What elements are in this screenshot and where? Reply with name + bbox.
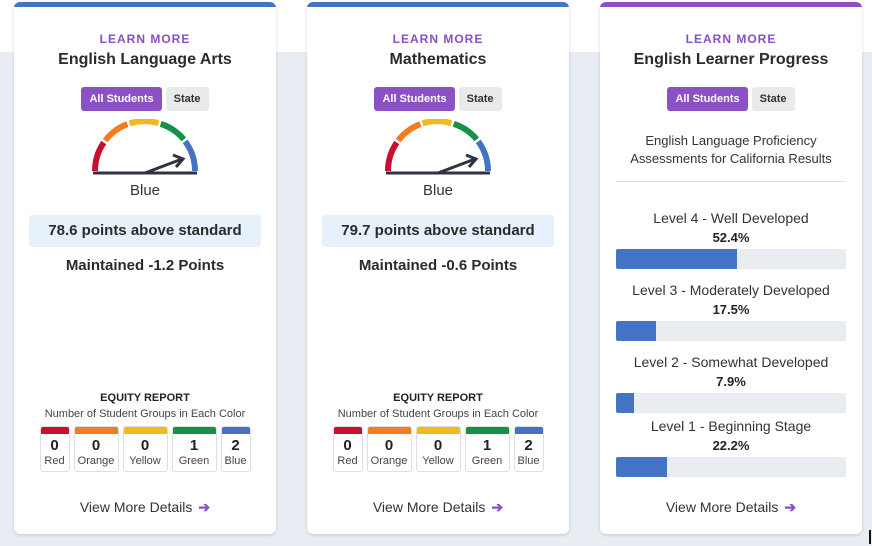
student-toggle-group: All Students State	[14, 87, 276, 111]
level-percent: 7.9%	[716, 374, 746, 389]
level-progress-fill	[616, 249, 737, 269]
equity-box-yellow: 0 Yellow	[415, 426, 461, 472]
change-summary: Maintained -0.6 Points	[358, 257, 518, 274]
points-summary: 79.7 points above standard	[322, 215, 554, 247]
student-toggle-group: All Students State	[307, 87, 569, 111]
level-percent: 22.2%	[712, 438, 750, 453]
gauge-status-label: Blue	[422, 182, 454, 199]
level-name: Level 2 - Somewhat Developed	[633, 354, 829, 370]
equity-box-green: 1 Green	[171, 426, 217, 472]
level-progress-fill	[616, 457, 668, 477]
equity-label: Orange	[77, 455, 115, 467]
equity-count: 0	[91, 437, 101, 454]
equity-label: Red	[44, 455, 65, 467]
level-progress-bar	[616, 321, 846, 341]
view-more-details-label: View More Details	[372, 499, 486, 515]
level-percent: 17.5%	[712, 302, 750, 317]
equity-count: 1	[482, 437, 492, 454]
equity-report-subtitle: Number of Student Groups in Each Color	[44, 408, 246, 420]
equity-count: 1	[189, 437, 199, 454]
equity-box-orange: 0 Orange	[366, 426, 412, 472]
card-english-language-arts: LEARN MORE English Language Arts All Stu…	[14, 2, 276, 534]
gauge-status-label: Blue	[129, 182, 161, 199]
equity-label: Yellow	[129, 455, 161, 467]
equity-box-green: 1 Green	[464, 426, 510, 472]
level-progress-fill	[616, 321, 657, 341]
state-button[interactable]: State	[751, 87, 795, 111]
performance-gauge	[307, 118, 569, 182]
level-row: Level 3 - Moderately Developed 17.5%	[600, 282, 862, 341]
equity-label: Green	[178, 455, 210, 467]
level-row: Level 1 - Beginning Stage 22.2%	[600, 418, 862, 477]
equity-label: Red	[337, 455, 358, 467]
equity-count: 0	[384, 437, 394, 454]
equity-count: 0	[343, 437, 352, 454]
equity-label: Yellow	[422, 455, 454, 467]
change-summary: Maintained -1.2 Points	[65, 257, 225, 274]
arrow-right-icon: ➔	[491, 499, 504, 515]
view-more-details-label: View More Details	[79, 499, 193, 515]
level-row: Level 4 - Well Developed 52.4%	[600, 210, 862, 269]
card-title: English Learner Progress	[633, 51, 829, 68]
view-more-details-link[interactable]: View More Details ➔	[14, 499, 276, 516]
equity-label: Blue	[517, 455, 540, 467]
card-mathematics: LEARN MORE Mathematics All Students Stat…	[307, 2, 569, 534]
card-english-learner-progress: LEARN MORE English Learner Progress All …	[600, 2, 862, 534]
equity-box-red: 0 Red	[332, 426, 363, 472]
view-more-details-link[interactable]: View More Details ➔	[307, 499, 569, 516]
edge-marker	[869, 530, 871, 544]
learn-more-link[interactable]: LEARN MORE	[392, 32, 484, 46]
state-button[interactable]: State	[165, 87, 209, 111]
equity-report-title: EQUITY REPORT	[100, 392, 190, 404]
arrow-right-icon: ➔	[198, 499, 211, 515]
card-title: English Language Arts	[58, 51, 232, 68]
equity-count: 0	[50, 437, 59, 454]
student-toggle-group: All Students State	[600, 87, 862, 111]
equity-label: Blue	[224, 455, 247, 467]
all-students-button[interactable]: All Students	[81, 87, 162, 111]
level-row: Level 2 - Somewhat Developed 7.9%	[600, 354, 862, 413]
equity-report: EQUITY REPORT Number of Student Groups i…	[307, 392, 569, 472]
equity-box-orange: 0 Orange	[73, 426, 119, 472]
equity-label: Green	[471, 455, 503, 467]
level-progress-fill	[616, 393, 635, 413]
equity-box-red: 0 Red	[39, 426, 70, 472]
equity-report-title: EQUITY REPORT	[393, 392, 483, 404]
view-more-details-link[interactable]: View More Details ➔	[600, 499, 862, 516]
performance-gauge	[14, 118, 276, 182]
level-name: Level 1 - Beginning Stage	[650, 418, 812, 434]
equity-count: 0	[140, 437, 150, 454]
arrow-right-icon: ➔	[784, 499, 797, 515]
level-progress-bar	[616, 393, 846, 413]
level-percent: 52.4%	[712, 230, 750, 245]
learn-more-link[interactable]: LEARN MORE	[99, 32, 191, 46]
divider	[616, 181, 846, 182]
card-top-bar	[600, 2, 862, 7]
card-top-bar	[14, 2, 276, 7]
equity-box-blue: 2 Blue	[513, 426, 544, 472]
points-summary: 78.6 points above standard	[29, 215, 261, 247]
card-top-bar	[307, 2, 569, 7]
equity-report: EQUITY REPORT Number of Student Groups i…	[14, 392, 276, 472]
card-title: Mathematics	[389, 51, 487, 68]
level-name: Level 4 - Well Developed	[653, 210, 809, 226]
equity-report-subtitle: Number of Student Groups in Each Color	[337, 408, 539, 420]
assessment-description: English Language Proficiency Assessments…	[630, 133, 832, 166]
equity-count: 2	[524, 437, 533, 454]
equity-count: 0	[433, 437, 443, 454]
level-progress-bar	[616, 457, 846, 477]
learn-more-link[interactable]: LEARN MORE	[685, 32, 777, 46]
gauge-icon	[384, 118, 491, 175]
all-students-button[interactable]: All Students	[667, 87, 748, 111]
gauge-icon	[91, 118, 198, 175]
level-progress-bar	[616, 249, 846, 269]
level-name: Level 3 - Moderately Developed	[632, 282, 830, 298]
equity-label: Orange	[370, 455, 408, 467]
equity-box-yellow: 0 Yellow	[122, 426, 168, 472]
equity-box-blue: 2 Blue	[220, 426, 251, 472]
state-button[interactable]: State	[458, 87, 502, 111]
all-students-button[interactable]: All Students	[374, 87, 455, 111]
equity-count: 2	[231, 437, 240, 454]
view-more-details-label: View More Details	[665, 499, 779, 515]
